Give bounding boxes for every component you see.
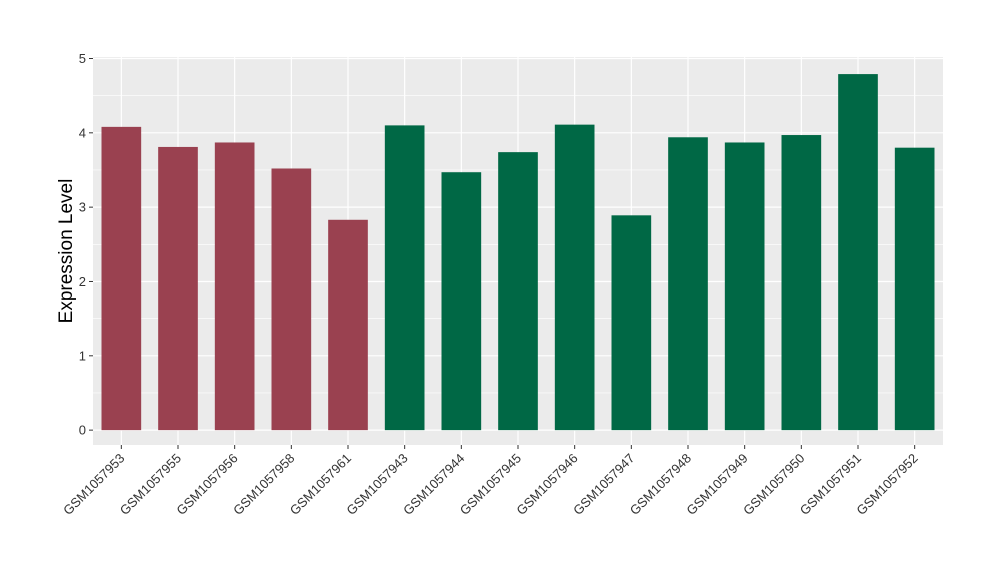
- bar-GSM1057947: [611, 215, 652, 431]
- bar-GSM1057946: [554, 124, 595, 431]
- y-tick-label: 0: [79, 423, 86, 438]
- bars: [101, 74, 935, 431]
- y-tick-label: 1: [79, 348, 86, 363]
- bar-GSM1057943: [384, 125, 425, 431]
- bar-GSM1057961: [328, 219, 368, 431]
- bar-GSM1057951: [838, 74, 878, 431]
- bar-GSM1057958: [271, 168, 312, 431]
- bar-GSM1057950: [781, 135, 822, 431]
- y-tick-label: 3: [79, 200, 86, 215]
- bar-GSM1057949: [724, 142, 765, 431]
- bar-GSM1057945: [498, 152, 538, 431]
- bar-GSM1057953: [101, 126, 142, 431]
- y-axis-title: Expression Level: [56, 179, 77, 324]
- y-axis: 0 1 2 3 4 5: [79, 51, 93, 438]
- bar-GSM1057955: [158, 146, 198, 431]
- bar-GSM1057956: [214, 142, 255, 431]
- bar-GSM1057948: [668, 137, 708, 431]
- y-tick-label: 2: [79, 274, 86, 289]
- y-tick-label: 4: [79, 125, 86, 140]
- bar-GSM1057952: [894, 147, 935, 431]
- y-tick-label: 5: [79, 51, 86, 66]
- x-axis: GSM1057953GSM1057955GSM1057956GSM1057958…: [60, 445, 921, 518]
- bar-GSM1057944: [441, 172, 482, 431]
